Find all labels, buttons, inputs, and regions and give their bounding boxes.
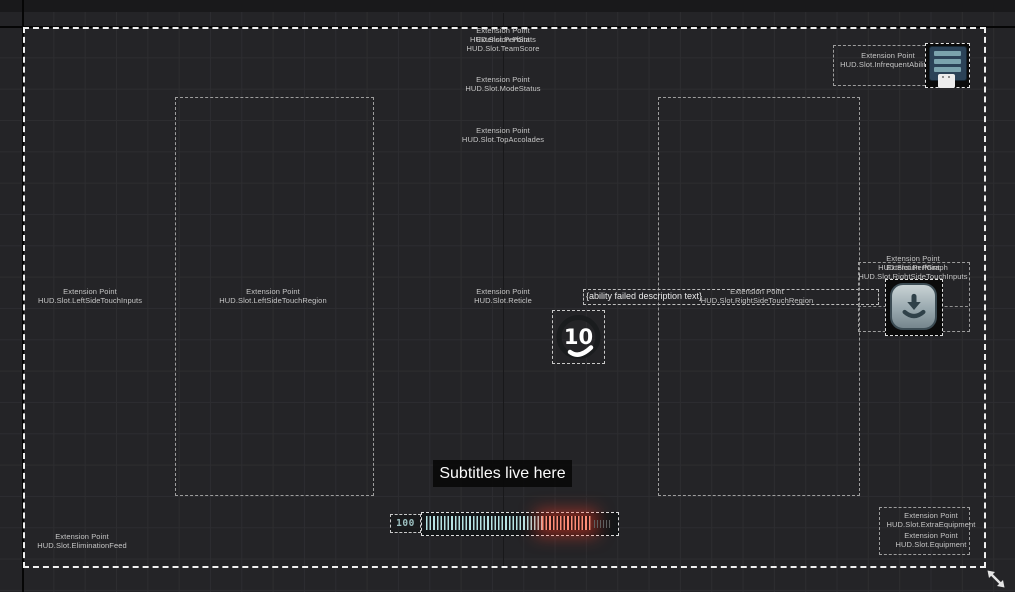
extension-point-title: Extension Point xyxy=(904,511,958,520)
health-bar[interactable] xyxy=(421,512,619,536)
extension-point-slot: HUD.Slot.RightSideTouchRegion xyxy=(700,296,814,305)
extension-point-teamscore[interactable]: Extension Point HUD.Slot.TeamScore xyxy=(466,35,539,53)
scoreboard-tab-icon xyxy=(938,74,955,88)
extension-point-slot: HUD.Slot.ExtraEquipment xyxy=(886,520,976,529)
extension-point-modestatus[interactable]: Extension Point HUD.Slot.ModeStatus xyxy=(465,75,540,93)
extension-point-leftsidetouchinputs[interactable]: Extension Point HUD.Slot.LeftSideTouchIn… xyxy=(38,287,142,305)
extension-point-slot: HUD.Slot.TopAccolades xyxy=(461,135,545,144)
health-bar-empty-ticks xyxy=(594,520,611,528)
extension-point-slot: HUD.Slot.InfrequentAbilities xyxy=(840,60,936,69)
subtitle-display[interactable]: Subtitles live here xyxy=(433,460,572,487)
extension-point-slot: HUD.Slot.Reticle xyxy=(474,296,532,305)
crouch-download-icon xyxy=(890,283,937,330)
extension-point-title: Extension Point xyxy=(886,263,940,272)
extension-point-title: Extension Point xyxy=(63,287,117,296)
cooldown-ring-icon xyxy=(556,315,601,359)
center-guide-line xyxy=(503,13,504,566)
right-touch-region-box[interactable] xyxy=(658,97,860,496)
extension-point-rightsidetouchregion[interactable]: Extension Point HUD.Slot.RightSideTouchR… xyxy=(701,287,814,305)
extension-point-title: Extension Point xyxy=(861,51,915,60)
extension-point-extraequipment[interactable]: Extension Point HUD.Slot.ExtraEquipment xyxy=(886,511,975,529)
extension-point-equipment[interactable]: Extension Point HUD.Slot.Equipment xyxy=(896,531,967,549)
extension-point-slot: HUD.Slot.RightSideTouchInputs xyxy=(858,272,968,281)
touch-menu-button[interactable] xyxy=(925,43,970,88)
extension-point-perfgraph[interactable]: Extension Point HUD.Slot.PerfGraph xyxy=(878,254,948,272)
health-bar-damage xyxy=(542,516,591,530)
extension-point-title: Extension Point xyxy=(476,35,530,44)
extension-point-title: Extension Point xyxy=(904,531,958,540)
resize-handle-icon xyxy=(987,570,1005,588)
ability-failed-text: {ability failed description text} xyxy=(586,291,703,301)
extension-point-slot: HUD.Slot.TeamScore xyxy=(466,44,540,53)
extension-point-title: Extension Point xyxy=(476,26,530,35)
extension-point-reticle[interactable]: Extension Point HUD.Slot.Reticle xyxy=(474,287,532,305)
menu-bar-icon xyxy=(934,51,961,56)
extension-point-topaccolades[interactable]: Extension Point HUD.Slot.TopAccolades xyxy=(462,126,544,144)
extension-point-slot: HUD.Slot.LeftSideTouchRegion xyxy=(219,296,327,305)
extension-point-title: Extension Point xyxy=(730,287,784,296)
extension-point-rightsidetouchinputs[interactable]: Extension Point HUD.Slot.RightSideTouchI… xyxy=(858,263,967,281)
ability-failed-message[interactable]: {ability failed description text} xyxy=(583,289,879,305)
extension-point-perfstats[interactable]: Extension Point HUD.Slot.PerfStats xyxy=(470,26,536,44)
health-value: 100 xyxy=(396,518,415,529)
menu-bar-icon xyxy=(934,67,961,72)
extension-point-slot: HUD.Slot.PerfStats xyxy=(470,35,536,44)
download-arrow-icon xyxy=(902,293,925,318)
menu-bar-icon xyxy=(934,59,961,64)
touch-crouch-button[interactable] xyxy=(885,279,943,336)
left-touch-region-box[interactable] xyxy=(175,97,374,496)
extension-point-title: Extension Point xyxy=(246,287,300,296)
canvas-resize-handle[interactable] xyxy=(982,565,1010,592)
tab-dot-icon xyxy=(948,76,950,78)
equipment-box[interactable] xyxy=(879,507,970,555)
health-value-chip[interactable]: 100 xyxy=(390,514,421,533)
extension-point-eliminationfeed[interactable]: Extension Point HUD.Slot.EliminationFeed xyxy=(37,532,127,550)
extension-point-title: Extension Point xyxy=(886,254,940,263)
extension-point-leftsidetouchregion[interactable]: Extension Point HUD.Slot.LeftSideTouchRe… xyxy=(219,287,326,305)
cooldown-value: 10 xyxy=(563,325,594,349)
extension-point-infrequentabilities[interactable]: Extension Point HUD.Slot.InfrequentAbili… xyxy=(840,51,936,69)
health-bar-fill xyxy=(426,516,542,530)
extension-point-slot: HUD.Slot.LeftSideTouchInputs xyxy=(37,296,143,305)
extension-point-title: Extension Point xyxy=(476,75,530,84)
extension-point-title: Extension Point xyxy=(476,126,530,135)
extension-point-title: Extension Point xyxy=(476,287,530,296)
canvas-panel-outline[interactable] xyxy=(23,27,986,568)
extension-point-slot: HUD.Slot.Equipment xyxy=(895,540,967,549)
extension-point-slot: HUD.Slot.PerfGraph xyxy=(878,263,948,272)
extension-point-slot: HUD.Slot.EliminationFeed xyxy=(37,541,127,550)
extension-point-title: Extension Point xyxy=(55,532,109,541)
extension-point-slot: HUD.Slot.ModeStatus xyxy=(465,84,541,93)
subtitle-text: Subtitles live here xyxy=(439,464,566,482)
viewport-top-strip xyxy=(0,0,1015,12)
cooldown-widget[interactable]: 10 xyxy=(552,310,605,364)
tab-dot-icon xyxy=(942,76,944,78)
